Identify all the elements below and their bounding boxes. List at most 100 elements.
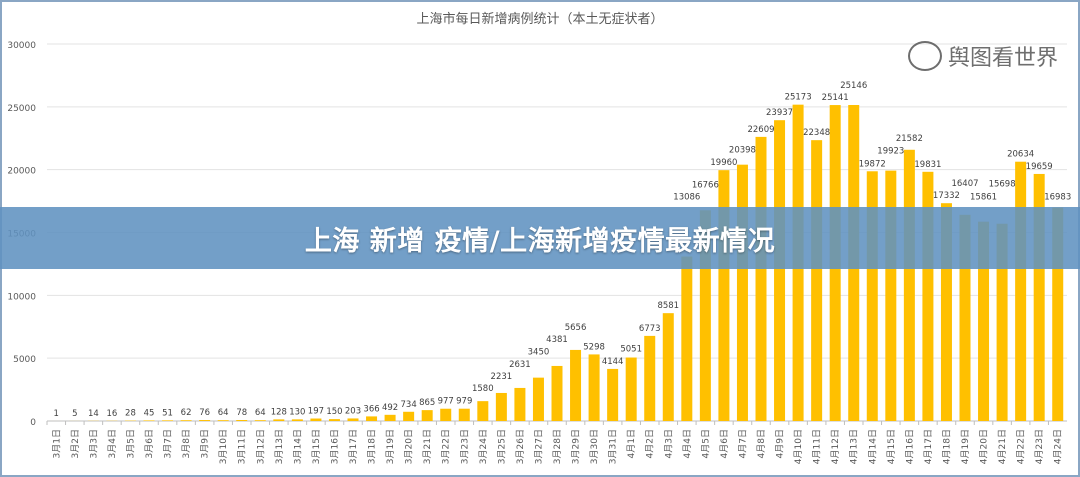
x-tick-label: 3月15日 [311,429,322,464]
bar [477,401,489,421]
bar [495,392,507,421]
data-label: 15861 [970,193,997,203]
bar [421,410,433,421]
x-tick-label: 4月22日 [1016,429,1027,464]
bar [180,420,192,421]
chart-title: 上海市每日新增病例统计（本土无症状者） [416,11,663,27]
x-tick-label: 3月11日 [237,429,248,464]
bar [199,420,211,421]
data-label: 19831 [914,160,941,170]
data-label: 25146 [840,81,867,91]
data-label: 51 [162,408,173,418]
x-tick-label: 3月10日 [218,429,229,464]
x-tick-label: 3月18日 [367,429,378,464]
x-tick-label: 4月18日 [941,429,952,464]
x-tick-label: 3月19日 [385,429,396,464]
data-label: 17332 [933,191,960,201]
x-tick-label: 4月4日 [682,429,693,458]
data-label: 19923 [877,147,904,157]
bar [217,420,229,421]
bar [588,354,600,421]
x-tick-label: 4月21日 [997,429,1008,464]
x-tick-label: 3月31日 [608,429,619,464]
data-label: 1 [54,409,59,419]
data-label: 2231 [491,372,513,382]
x-tick-label: 3月3日 [88,429,99,458]
data-label: 78 [236,408,247,418]
bar [922,171,934,421]
x-tick-label: 3月5日 [125,429,136,458]
data-label: 5298 [583,342,605,352]
data-label: 6773 [639,324,661,334]
x-tick-label: 4月10日 [793,429,804,464]
x-tick-label: 4月19日 [960,429,971,464]
x-tick-label: 4月14日 [867,429,878,464]
x-tick-label: 4月3日 [663,429,674,458]
x-tick-label: 4月9日 [775,429,786,458]
watermark-text: 舆图看世界 [947,46,1058,71]
bar [811,140,823,421]
y-tick-label: 20000 [7,167,36,177]
data-label: 2631 [509,360,531,370]
data-label: 16407 [951,179,978,189]
wechat-icon [907,41,942,71]
data-label: 19872 [859,159,886,169]
x-tick-label: 4月20日 [979,429,990,464]
x-tick-labels: 3月1日 3月2日 3月3日 3月4日 3月5日 3月6日 3月7日 3月8日 3月9日 3月10… [51,429,1063,464]
data-label: 25141 [822,93,849,103]
y-tick-label: 30000 [7,41,36,51]
bar [1033,173,1045,421]
data-label: 16766 [692,180,719,190]
bar [291,419,303,421]
data-label: 5 [72,409,77,419]
x-tick-label: 4月5日 [700,429,711,458]
watermark: 舆图看世界 [907,40,1058,72]
x-tick-label: 3月4日 [107,429,118,458]
data-label: 8581 [657,301,679,311]
bar [718,170,730,421]
bar [996,223,1008,421]
bar [736,164,748,421]
data-label: 22348 [803,128,830,138]
x-tick-label: 3月23日 [459,429,470,464]
bar [699,210,711,421]
bar [347,418,359,421]
x-tick-label: 3月6日 [144,429,155,458]
data-label: 28 [125,409,136,419]
data-label: 492 [382,403,398,413]
data-label: 979 [456,397,472,407]
x-tick-label: 3月8日 [181,429,192,458]
x-tick-label: 3月21日 [422,429,433,464]
x-tick-label: 3月24日 [478,429,489,464]
data-label: 128 [271,407,287,417]
x-tick-label: 4月13日 [849,429,860,464]
banner-text: 上海 新增 疫情/上海新增疫情最新情况 [304,225,776,257]
data-label: 13086 [673,193,700,203]
data-label: 22609 [747,125,774,135]
x-tick-label: 4月23日 [1034,429,1045,464]
x-tick-label: 4月16日 [904,429,915,464]
data-label: 4381 [546,335,568,345]
bar [959,214,971,421]
bar [903,149,915,421]
bar [644,335,656,421]
data-label: 16 [106,409,117,419]
bar [162,420,174,421]
x-tick-label: 4月6日 [719,429,730,458]
x-tick-label: 3月2日 [70,429,81,458]
x-tick-label: 3月12日 [255,429,266,464]
x-tick-label: 3月27日 [533,429,544,464]
bar [403,411,415,421]
bar [570,349,582,421]
x-tick-label: 3月7日 [163,429,174,458]
data-label: 3450 [528,348,550,358]
x-tick-label: 4月7日 [737,429,748,458]
bar [328,419,340,421]
data-label: 19659 [1026,162,1053,172]
x-tick-label: 3月25日 [496,429,507,464]
x-tick-label: 3月20日 [404,429,415,464]
bar [755,136,767,421]
data-label: 5656 [565,323,587,333]
bar [273,419,285,421]
